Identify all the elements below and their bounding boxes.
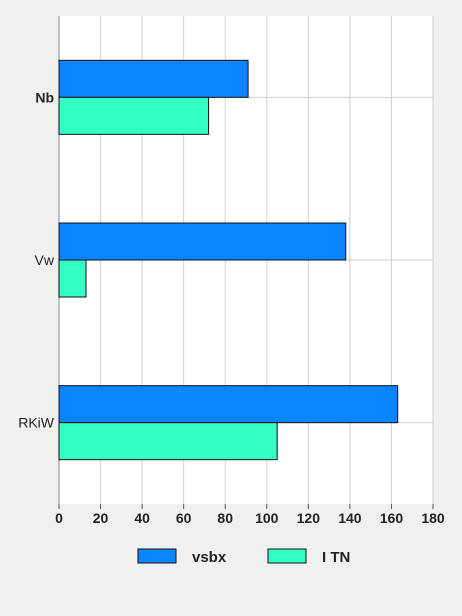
- category-label: Vw: [35, 252, 55, 268]
- legend-swatch: [137, 548, 177, 564]
- bar-series-2: [58, 96, 210, 135]
- x-tick-label: 120: [297, 510, 321, 526]
- legend-swatch: [267, 548, 307, 564]
- bar-series-1: [58, 385, 399, 424]
- x-axis-ticks: 0 20 40 60 80 100 120 140 160 180: [55, 504, 445, 526]
- x-tick-label: 40: [134, 510, 150, 526]
- x-tick-label: 160: [380, 510, 404, 526]
- legend-label: vsbx: [192, 549, 227, 566]
- x-tick-label: 20: [93, 510, 109, 526]
- legend: vsbx I TN: [137, 548, 350, 566]
- category-label: Nb: [35, 89, 54, 105]
- bar-series-2: [58, 259, 87, 298]
- bar-series-1: [58, 222, 347, 261]
- category-label: RKiW: [18, 415, 55, 431]
- bar-series-2: [58, 422, 278, 461]
- bars: [58, 59, 399, 461]
- x-tick-label: 140: [338, 510, 362, 526]
- x-tick-label: 0: [55, 510, 63, 526]
- y-axis-categories: Nb Vw RKiW: [18, 89, 55, 430]
- x-tick-label: 80: [217, 510, 233, 526]
- x-tick-label: 180: [421, 510, 445, 526]
- x-tick-label: 60: [176, 510, 192, 526]
- x-tick-label: 100: [255, 510, 279, 526]
- bar-series-1: [58, 59, 249, 98]
- legend-label: I TN: [322, 549, 350, 566]
